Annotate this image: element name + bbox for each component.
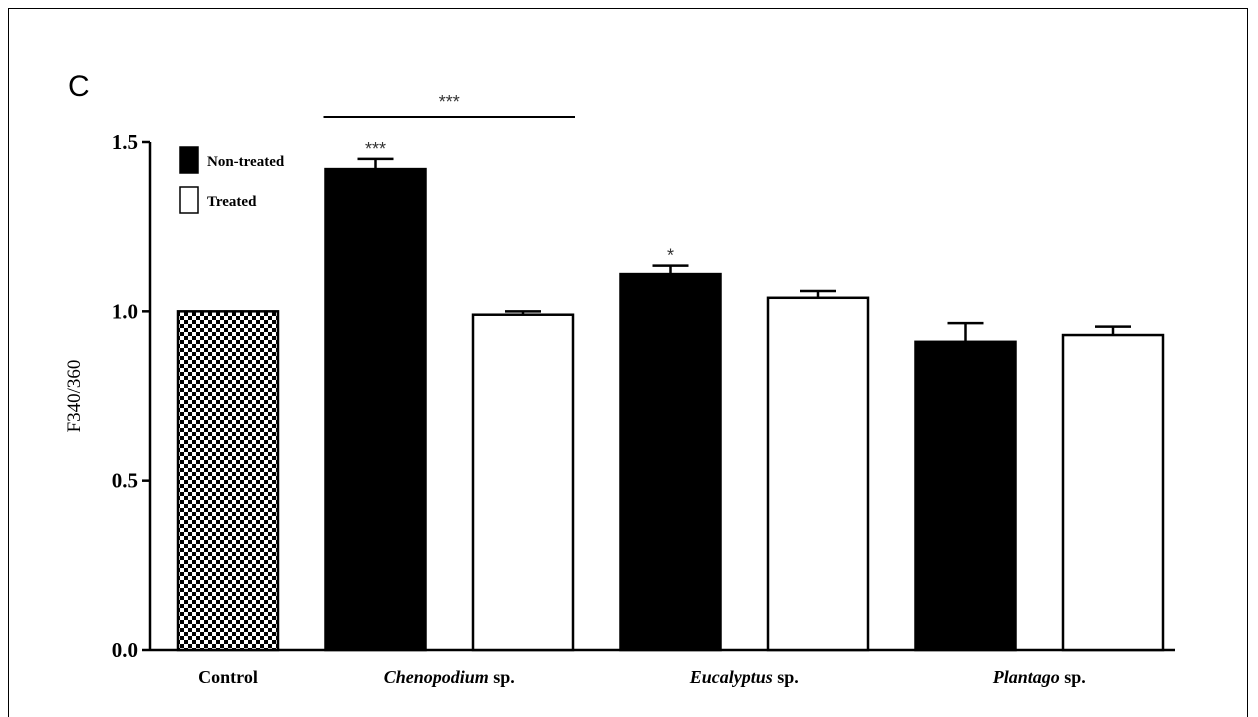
legend-swatch — [179, 146, 199, 174]
bracket-label: *** — [439, 92, 460, 112]
bar — [1061, 333, 1165, 652]
category-label: Control — [198, 667, 258, 687]
y-tick-label: 1.5 — [112, 130, 138, 154]
y-ticks: 0.0 0.5 1.0 1.5 — [112, 130, 150, 662]
y-tick-label: 0.0 — [112, 638, 138, 662]
error-bars — [357, 157, 1131, 342]
bar — [619, 272, 722, 652]
category-label: Eucalyptus sp. — [689, 667, 799, 687]
significance-mark: * — [667, 246, 674, 266]
bar — [324, 167, 427, 652]
legend-label: Non-treated — [207, 154, 285, 170]
bar — [766, 296, 870, 652]
y-axis-label: F340/360 — [64, 360, 85, 433]
x-category-labels: Control Chenopodium sp. Eucalyptus sp. Plan… — [198, 667, 1086, 687]
legend-label: Treated — [207, 194, 257, 210]
panel-label: C — [68, 70, 90, 103]
legend: Non-treated Treated — [179, 146, 285, 214]
bar — [471, 313, 575, 652]
legend-swatch — [179, 186, 199, 214]
bar — [914, 340, 1017, 652]
significance-bracket: *** — [323, 92, 575, 118]
y-tick-label: 0.5 — [112, 469, 138, 493]
significance-marks: **** — [365, 139, 674, 266]
figure-frame — [8, 8, 1248, 717]
category-label: Plantago sp. — [992, 667, 1086, 687]
category-label: Chenopodium sp. — [384, 667, 515, 687]
significance-mark: *** — [365, 139, 386, 159]
bar — [176, 310, 280, 652]
bars — [176, 167, 1165, 652]
y-tick-label: 1.0 — [112, 299, 138, 323]
